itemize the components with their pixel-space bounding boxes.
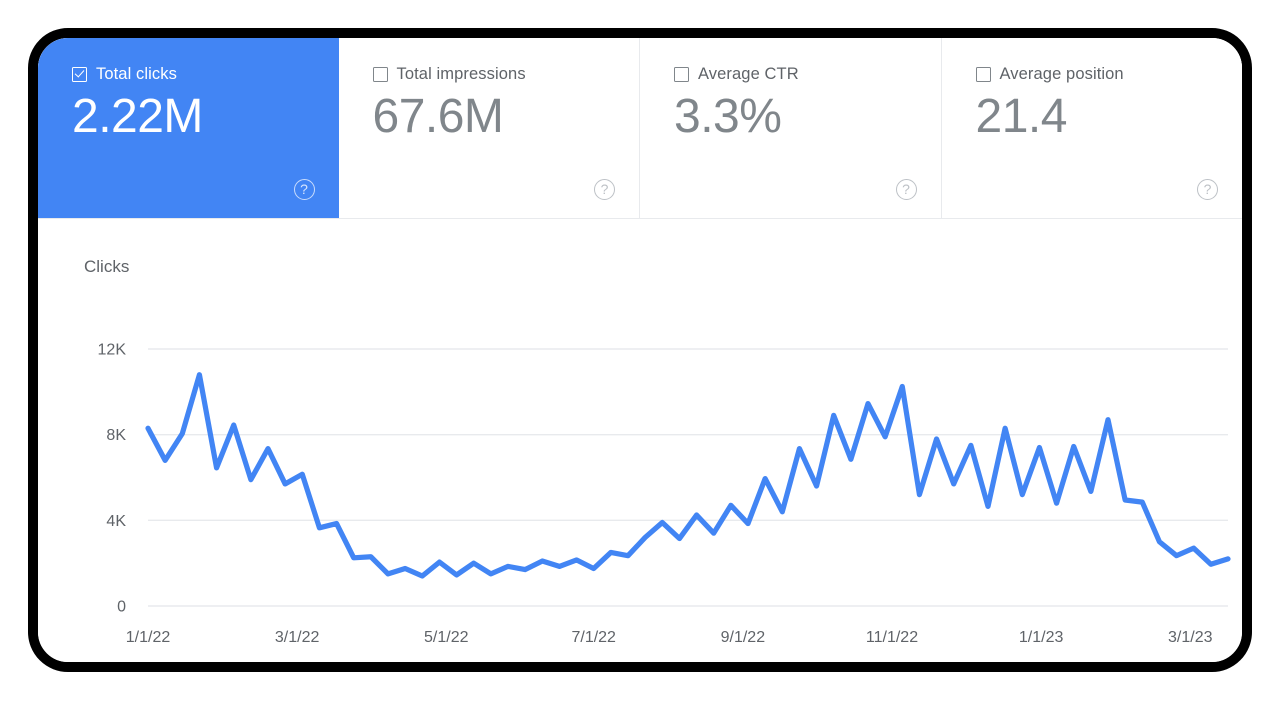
x-axis-tick-label: 3/1/22 [275,629,320,646]
metric-card-header: Average position [975,64,1243,84]
chart-axis-title: Clicks [84,257,130,276]
y-axis-tick-label: 8K [106,427,126,444]
metric-card-total-clicks[interactable]: Total clicks 2.22M? [38,38,339,218]
clicks-series-line [145,372,1231,579]
checkbox-unchecked-icon[interactable] [372,66,388,82]
metric-card-total-impressions[interactable]: Total impressions 67.6M? [338,38,640,218]
metric-card-header: Average CTR [674,64,941,84]
screenshot-frame: Total clicks 2.22M? Total impressions 67.6M… [28,28,1252,672]
y-axis-tick-label: 12K [98,342,127,359]
metric-card-label: Total clicks [96,64,177,83]
metric-card-value: 21.4 [975,90,1068,143]
clicks-chart: Clicks 0 4K 8K 12K 1/1/22 3/1/22 5/1/22 7/1/22 9… [38,219,1242,662]
metric-card-label: Average position [999,64,1124,83]
help-icon[interactable]: ? [1197,179,1218,200]
metric-card-label: Average CTR [698,64,799,83]
metric-card-average-ctr[interactable]: Average CTR 3.3%? [640,38,942,218]
metric-card-value: 67.6M [372,90,504,143]
metric-card-average-position[interactable]: Average position 21.4? [941,38,1243,218]
chart-plot: 0 4K 8K 12K 1/1/22 3/1/22 5/1/22 7/1/22 9/1/22 11… [98,342,1231,646]
y-axis-tick-label: 0 [117,599,126,616]
x-axis-tick-label: 5/1/22 [424,629,469,646]
y-axis-tick-label: 4K [106,513,126,530]
x-axis-tick-label: 11/1/22 [866,629,918,646]
metric-cards-row: Total clicks 2.22M? Total impressions 67.6M… [38,38,1242,219]
metric-card-header: Total impressions [372,64,640,84]
checkbox-checked-icon[interactable] [72,66,87,82]
x-axis-tick-label: 1/1/23 [1019,629,1064,646]
metric-card-value: 3.3% [674,90,782,143]
metric-card-label: Total impressions [396,64,526,83]
x-axis-tick-label: 1/1/22 [126,629,171,646]
x-axis-tick-label: 3/1/23 [1168,629,1213,646]
checkbox-unchecked-icon[interactable] [674,66,689,82]
help-icon[interactable]: ? [895,179,917,200]
checkbox-unchecked-icon[interactable] [975,66,991,82]
help-icon[interactable]: ? [594,179,615,200]
help-icon[interactable]: ? [293,179,315,200]
x-axis-tick-label: 7/1/22 [571,629,616,646]
metric-card-header: Total clicks [72,64,339,84]
metric-card-value: 2.22M [72,90,203,143]
x-axis-tick-label: 9/1/22 [721,629,766,646]
